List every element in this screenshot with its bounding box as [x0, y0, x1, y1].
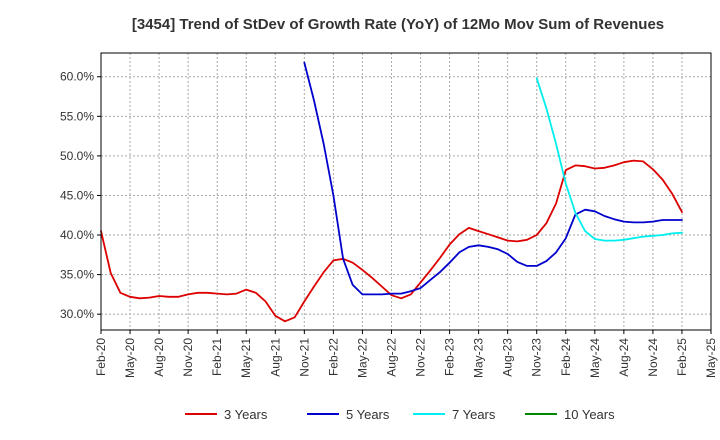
x-tick-label: Feb-21	[210, 338, 224, 376]
x-tick-label: Nov-23	[530, 338, 544, 377]
legend: 3 Years 5 Years 7 Years 10 Years	[185, 407, 615, 422]
x-tick-label: Aug-22	[384, 338, 398, 377]
legend-label: 7 Years	[452, 407, 496, 422]
y-tick-label: 45.0%	[60, 188, 94, 202]
series-lines	[100, 61, 683, 323]
x-tick-label: Feb-24	[559, 338, 573, 376]
y-tick-label: 40.0%	[60, 228, 94, 242]
x-tick-label: Feb-20	[94, 338, 108, 376]
legend-label: 5 Years	[346, 407, 390, 422]
x-tick-label: May-22	[355, 338, 369, 378]
x-tick-label: Nov-24	[646, 338, 660, 377]
grid-lines	[100, 53, 712, 330]
y-tick-label: 50.0%	[60, 149, 94, 163]
x-tick-label: Aug-20	[152, 338, 166, 377]
chart-title: [3454] Trend of StDev of Growth Rate (Yo…	[132, 16, 664, 33]
x-tick-label: May-24	[588, 338, 602, 378]
series-line-3-years	[100, 159, 683, 323]
x-tick-label: Feb-22	[326, 338, 340, 376]
x-tick-label: Feb-25	[675, 338, 689, 376]
x-tick-label: Nov-21	[297, 338, 311, 377]
x-tick-label: May-21	[239, 338, 253, 378]
y-tick-label: 35.0%	[60, 268, 94, 282]
y-tick-label: 30.0%	[60, 307, 94, 321]
x-tick-label: Nov-22	[414, 338, 428, 377]
x-tick-label: Aug-24	[617, 338, 631, 377]
legend-label: 3 Years	[224, 407, 268, 422]
x-axis-ticks: Feb-20 May-20 Aug-20 Nov-20 Feb-21 May-21 Aug-…	[94, 330, 718, 378]
x-tick-label: Feb-23	[443, 338, 457, 376]
series-line-7-years	[535, 77, 683, 242]
y-tick-label: 55.0%	[60, 109, 94, 123]
x-tick-label: May-23	[472, 338, 486, 378]
x-tick-label: May-20	[123, 338, 137, 378]
plot-area-frame	[100, 52, 712, 331]
x-tick-label: May-25	[704, 338, 718, 378]
series-line-5-years	[303, 61, 683, 296]
legend-label: 10 Years	[564, 407, 615, 422]
x-tick-label: Nov-20	[181, 338, 195, 377]
y-axis-ticks: 30.0% 35.0% 40.0% 45.0% 50.0% 55.0% 60.0%	[60, 70, 101, 321]
y-tick-label: 60.0%	[60, 70, 94, 84]
x-tick-label: Aug-23	[501, 338, 515, 377]
x-tick-label: Aug-21	[268, 338, 282, 377]
